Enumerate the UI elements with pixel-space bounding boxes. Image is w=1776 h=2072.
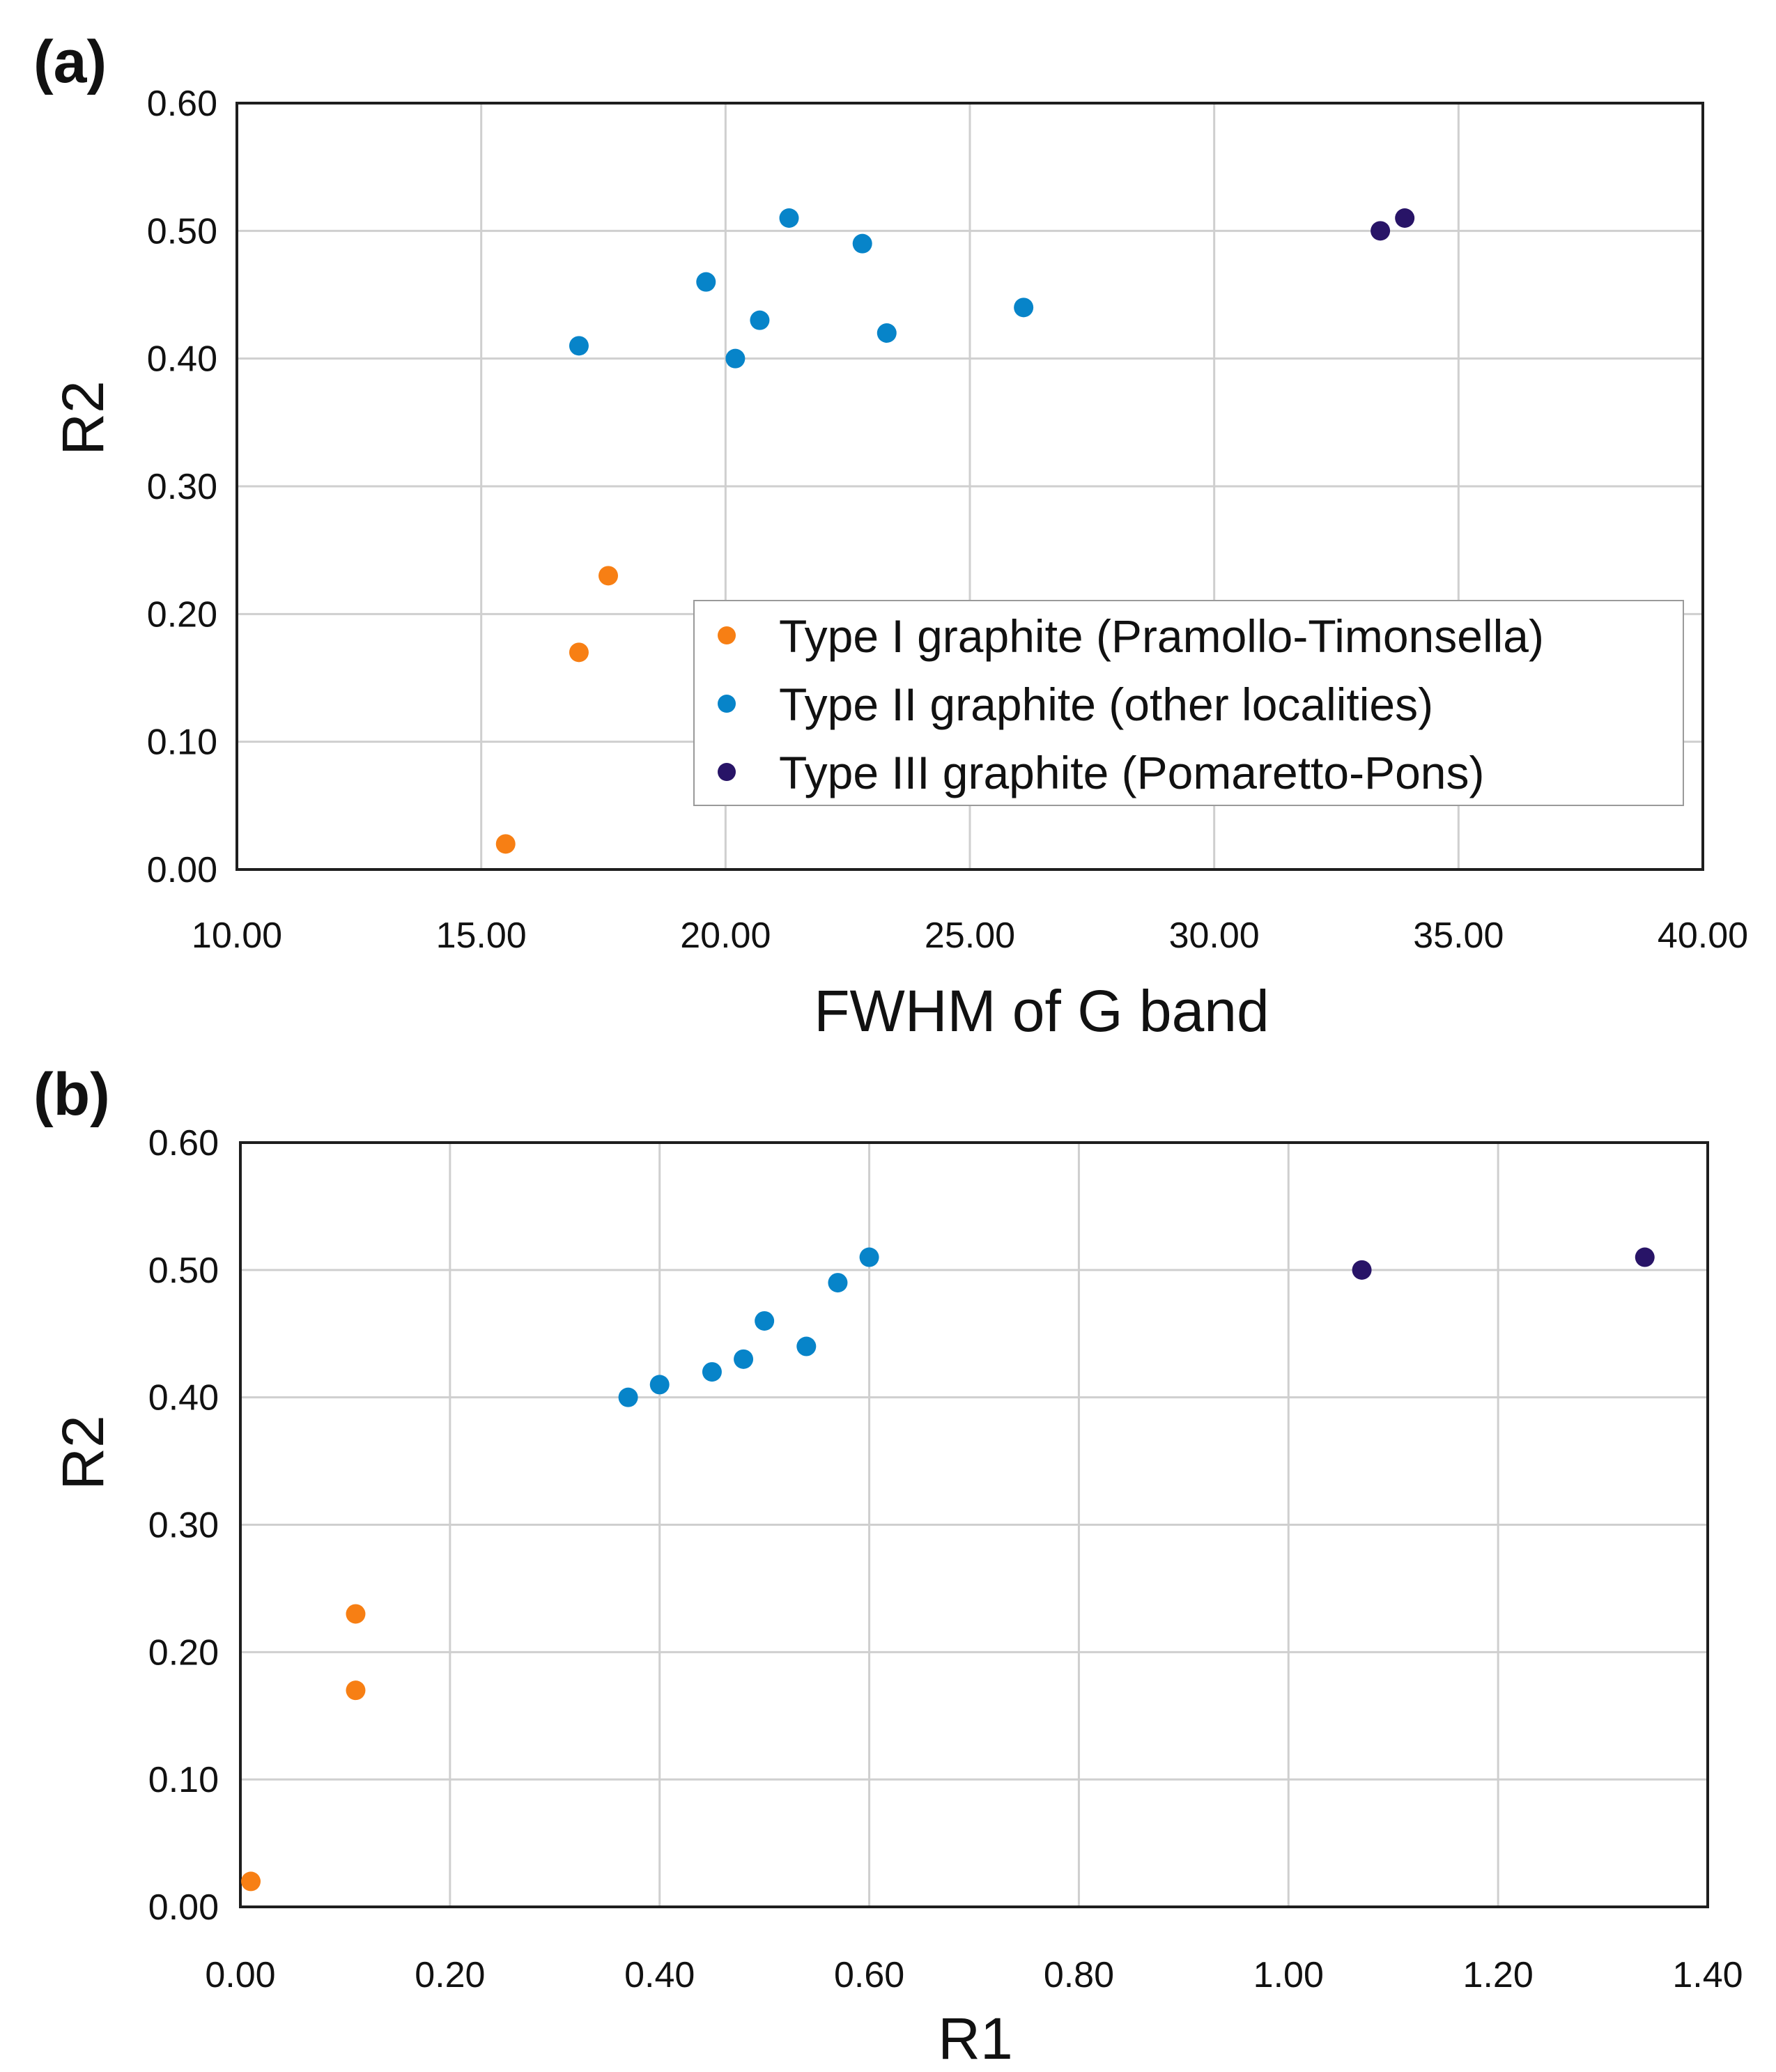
panel-a-x-tick-label: 25.00	[925, 915, 1015, 956]
panel-b-x-tick-label: 0.80	[1044, 1955, 1114, 1995]
legend-label-type-iii: Type III graphite (Pomaretto-Pons)	[779, 747, 1484, 798]
panel-a-y-tick-label: 0.50	[147, 211, 217, 252]
legend: Type I graphite (Pramollo-Timonsella) Ty…	[693, 600, 1684, 806]
panel-b-label: (b)	[33, 1061, 110, 1128]
panel-b-gridlines	[240, 1143, 1708, 1907]
panel-b-y-axis-title: R2	[50, 1415, 116, 1490]
panel-b-x-tick-label: 1.00	[1253, 1955, 1324, 1995]
panel-a-point-type-3	[1370, 221, 1391, 241]
panel-a-data-points	[495, 208, 1415, 854]
panel-b-point-type-2	[755, 1311, 775, 1331]
legend-label-type-ii: Type II graphite (other localities)	[779, 679, 1433, 730]
panel-b-point-type-3	[1635, 1247, 1655, 1267]
panel-a-x-tick-label: 30.00	[1169, 915, 1260, 956]
panel-a-label: (a)	[33, 29, 107, 95]
panel-b-point-type-2	[734, 1349, 754, 1369]
panel-b-y-tick-label: 0.60	[148, 1123, 219, 1163]
panel-b-point-type-1	[241, 1871, 261, 1892]
panel-a-y-tick-label: 0.60	[147, 84, 217, 124]
panel-a-x-tick-label: 35.00	[1413, 915, 1504, 956]
panel-a-y-tick-label: 0.40	[147, 339, 217, 380]
panel-b-x-tick-labels: 0.00 0.20 0.40 0.60 0.80 1.00 1.20 1.40	[205, 1955, 1743, 1995]
panel-b-point-type-2	[796, 1336, 817, 1356]
panel-b-point-type-3	[1352, 1260, 1372, 1280]
legend-box	[693, 600, 1684, 806]
panel-a-y-tick-labels: 0.00 0.10 0.20 0.30 0.40 0.50 0.60	[147, 84, 217, 890]
legend-label-type-i: Type I graphite (Pramollo-Timonsella)	[779, 610, 1544, 662]
panel-b-x-tick-label: 0.00	[205, 1955, 275, 1995]
panel-a-point-type-2	[569, 336, 589, 356]
panel-b-x-tick-label: 0.20	[415, 1955, 485, 1995]
panel-a-point-type-2	[1014, 297, 1034, 318]
panel-b-y-tick-label: 0.00	[148, 1887, 219, 1928]
panel-a-point-type-3	[1395, 208, 1415, 228]
panel-a-x-tick-label: 10.00	[192, 915, 282, 956]
panel-a-y-axis-title: R2	[50, 380, 116, 455]
panel-a-point-type-2	[877, 323, 897, 343]
panel-b-x-tick-label: 0.40	[624, 1955, 695, 1995]
legend-marker-type-iii	[718, 763, 736, 781]
panel-b-point-type-2	[649, 1375, 670, 1395]
panel-a-x-tick-label: 20.00	[680, 915, 771, 956]
panel-a-point-type-2	[852, 233, 872, 254]
panel-b-point-type-1	[346, 1604, 366, 1624]
panel-a-y-tick-label: 0.20	[147, 594, 217, 635]
panel-a-y-tick-label: 0.30	[147, 467, 217, 507]
panel-b-plot-frame	[239, 1141, 1709, 1908]
panel-a-point-type-2	[725, 348, 746, 369]
panel-b-point-type-1	[346, 1680, 366, 1701]
panel-a-y-tick-label: 0.00	[147, 850, 217, 890]
panel-a: (a) 0.00 0.10 0.20 0.30 0.40 0.50 0.60 10.00 15…	[33, 29, 1748, 1044]
panel-b-y-tick-label: 0.20	[148, 1632, 219, 1673]
panel-a-point-type-1	[569, 642, 589, 663]
panel-b-y-tick-labels: 0.00 0.10 0.20 0.30 0.40 0.50 0.60	[148, 1123, 219, 1928]
panel-b: (b) 0.00 0.10 0.20 0.30 0.40 0.50 0.60 0.00 0.2…	[33, 1061, 1743, 2071]
panel-b-x-axis-title: R1	[938, 2006, 1012, 2071]
legend-marker-type-i	[718, 626, 736, 644]
panel-b-x-tick-label: 1.40	[1672, 1955, 1743, 1995]
panel-b-point-type-2	[618, 1387, 638, 1407]
panel-a-x-tick-label: 15.00	[436, 915, 527, 956]
panel-a-x-tick-labels: 10.00 15.00 20.00 25.00 30.00 35.00 40.00	[192, 915, 1748, 956]
panel-a-y-tick-label: 0.10	[147, 722, 217, 763]
legend-marker-type-ii	[718, 695, 736, 713]
panel-a-x-tick-label: 40.00	[1658, 915, 1748, 956]
panel-b-x-tick-label: 0.60	[834, 1955, 904, 1995]
panel-b-point-type-2	[859, 1247, 879, 1267]
panel-a-point-type-2	[779, 208, 799, 228]
panel-b-data-points	[241, 1247, 1655, 1892]
panel-a-plot-frame	[235, 102, 1704, 871]
panel-b-x-tick-label: 1.20	[1463, 1955, 1534, 1995]
panel-a-point-type-2	[696, 272, 716, 292]
panel-b-y-tick-label: 0.30	[148, 1506, 219, 1546]
panel-b-point-type-2	[828, 1273, 848, 1293]
panel-b-y-tick-label: 0.40	[148, 1378, 219, 1418]
panel-b-y-tick-label: 0.10	[148, 1760, 219, 1800]
panel-b-y-tick-label: 0.50	[148, 1251, 219, 1291]
panel-a-point-type-1	[599, 566, 619, 586]
panel-a-point-type-1	[495, 834, 516, 854]
panel-b-point-type-2	[702, 1362, 722, 1382]
panel-a-point-type-2	[750, 310, 770, 330]
panel-a-x-axis-title: FWHM of G band	[814, 978, 1269, 1044]
